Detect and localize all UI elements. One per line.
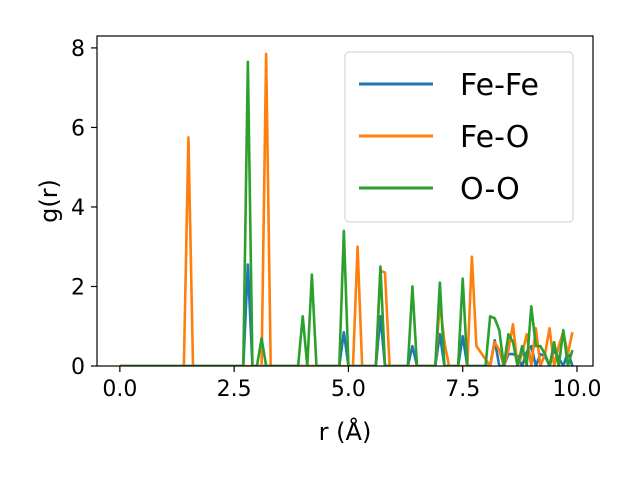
x-tick-label: 2.5 bbox=[217, 377, 252, 402]
x-axis-label: r (Å) bbox=[319, 417, 372, 446]
series-layer bbox=[119, 52, 574, 366]
plot-area bbox=[119, 52, 574, 366]
legend-label-o-o: O-O bbox=[460, 172, 520, 207]
plot-frame bbox=[96, 35, 594, 367]
x-tick-label: 0.0 bbox=[102, 377, 137, 402]
y-axis-label: g(r) bbox=[35, 179, 63, 223]
y-tick-label: 4 bbox=[71, 196, 85, 221]
y-tick-label: 6 bbox=[71, 116, 85, 141]
y-axis: 0 2 4 6 8 bbox=[71, 37, 97, 380]
legend: Fe-Fe Fe-O O-O bbox=[344, 51, 574, 223]
x-axis: 0.0 2.5 5.0 7.5 10.0 bbox=[102, 366, 601, 402]
x-tick-label: 10.0 bbox=[553, 377, 602, 402]
x-tick-label: 5.0 bbox=[331, 377, 366, 402]
y-tick-label: 0 bbox=[71, 355, 85, 380]
legend-label-fe-fe: Fe-Fe bbox=[460, 68, 539, 103]
series-line-o-o bbox=[119, 60, 574, 366]
legend-box bbox=[344, 51, 574, 223]
legend-label-fe-o: Fe-O bbox=[460, 120, 529, 155]
x-tick-label: 7.5 bbox=[445, 377, 480, 402]
series-line-fe-o bbox=[119, 52, 574, 366]
y-tick-label: 8 bbox=[71, 37, 85, 62]
y-tick-label: 2 bbox=[71, 275, 85, 300]
